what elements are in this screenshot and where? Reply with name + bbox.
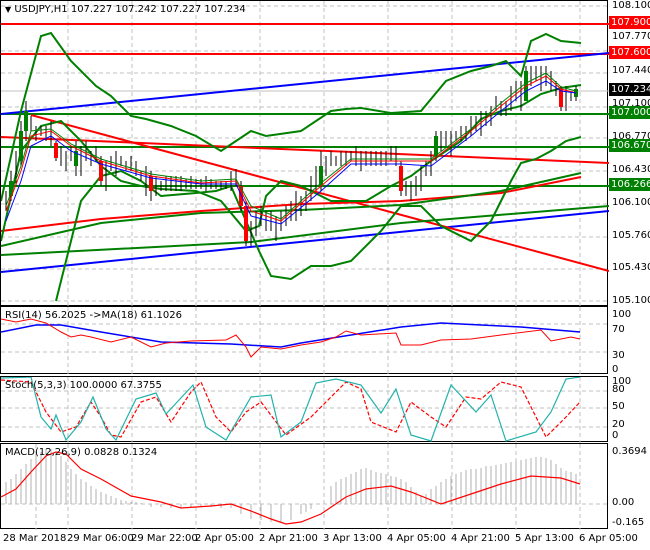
price-chart-canvas xyxy=(1,1,609,307)
time-label: 29 Mar 06:00 xyxy=(67,533,134,544)
rsi-label: RSI(14) 56.2025 ->MA(18) 61.1026 xyxy=(5,310,182,321)
price-tick: 106.770 xyxy=(612,131,650,142)
stochastic-label: Stoch(5,3,3) 100.0000 67.3755 xyxy=(5,380,162,391)
price-tick: 106.430 xyxy=(612,164,650,175)
rsi-tick: 100 xyxy=(612,309,632,320)
rsi-canvas xyxy=(1,307,609,375)
level-tag-resistance: 107.900 xyxy=(609,16,650,29)
price-tick: 106.100 xyxy=(612,197,650,208)
rsi-tick: 70 xyxy=(612,324,625,335)
level-tag-support: 106.266 xyxy=(609,178,650,191)
level-tag-support: 106.670 xyxy=(609,139,650,152)
price-chart-panel[interactable]: ▼ USDJPY,H1 107.227 107.242 107.227 107.… xyxy=(0,0,609,307)
rsi-tick: 30 xyxy=(612,350,625,361)
macd-panel[interactable]: MACD(12,26,9) 0.0828 0.1324 xyxy=(0,443,609,530)
time-label: 5 Apr 13:00 xyxy=(515,533,574,544)
time-label: 29 Mar 22:00 xyxy=(131,533,198,544)
symbol-label: USDJPY,H1 xyxy=(14,4,68,15)
stoch-tick: 20 xyxy=(612,419,625,430)
level-tag-support: 107.000 xyxy=(609,106,650,119)
price-tick: 108.100 xyxy=(612,0,650,11)
price-tick: 105.100 xyxy=(612,295,650,306)
macd-label: MACD(12,26,9) 0.0828 0.1324 xyxy=(5,447,158,458)
stoch-tick: 80 xyxy=(612,384,625,395)
macd-canvas xyxy=(1,444,609,530)
macd-tick: 0.00 xyxy=(612,497,635,508)
rsi-panel[interactable]: RSI(14) 56.2025 ->MA(18) 61.1026 xyxy=(0,306,609,375)
time-label: 3 Apr 13:00 xyxy=(323,533,382,544)
time-label: 2 Apr 05:00 xyxy=(195,533,254,544)
price-tick: 105.760 xyxy=(612,230,650,241)
stochastic-panel[interactable]: Stoch(5,3,3) 100.0000 67.3755 xyxy=(0,376,609,443)
rsi-tick: 0 xyxy=(612,364,619,375)
triangle-down-icon[interactable]: ▼ xyxy=(5,5,12,14)
time-label: 28 Mar 2018 xyxy=(3,533,67,544)
rsi-scale: 100 70 30 0 xyxy=(608,306,650,375)
price-tick: 107.770 xyxy=(612,31,650,42)
stoch-tick: 50 xyxy=(612,401,625,412)
price-scale[interactable]: 108.100 107.770 107.440 107.100 106.770 … xyxy=(608,0,650,306)
time-label: 4 Apr 05:00 xyxy=(387,533,446,544)
price-tick: 107.440 xyxy=(612,65,650,76)
time-axis[interactable]: 28 Mar 2018 29 Mar 06:00 29 Mar 22:00 2 … xyxy=(0,529,650,550)
macd-scale: 0.3694 0.00 -0.165 xyxy=(608,443,650,529)
price-tick: 107.100 xyxy=(612,98,650,109)
ohlc-values: 107.227 107.242 107.227 107.234 xyxy=(70,4,246,15)
macd-tick: -0.165 xyxy=(612,517,645,528)
time-label: 4 Apr 21:00 xyxy=(451,533,510,544)
macd-tick: 0.3694 xyxy=(612,446,647,457)
stoch-tick: 100 xyxy=(612,376,632,387)
time-label: 6 Apr 05:00 xyxy=(579,533,638,544)
current-price-tag: 107.234 xyxy=(609,83,650,96)
chart-title: ▼ USDJPY,H1 107.227 107.242 107.227 107.… xyxy=(5,4,246,15)
stoch-tick: 0 xyxy=(612,430,619,441)
stochastic-scale: 100 80 50 20 0 xyxy=(608,376,650,442)
stochastic-canvas xyxy=(1,377,609,443)
level-tag-resistance: 107.600 xyxy=(609,46,650,59)
price-tick: 105.430 xyxy=(612,262,650,273)
time-label: 2 Apr 21:00 xyxy=(259,533,318,544)
